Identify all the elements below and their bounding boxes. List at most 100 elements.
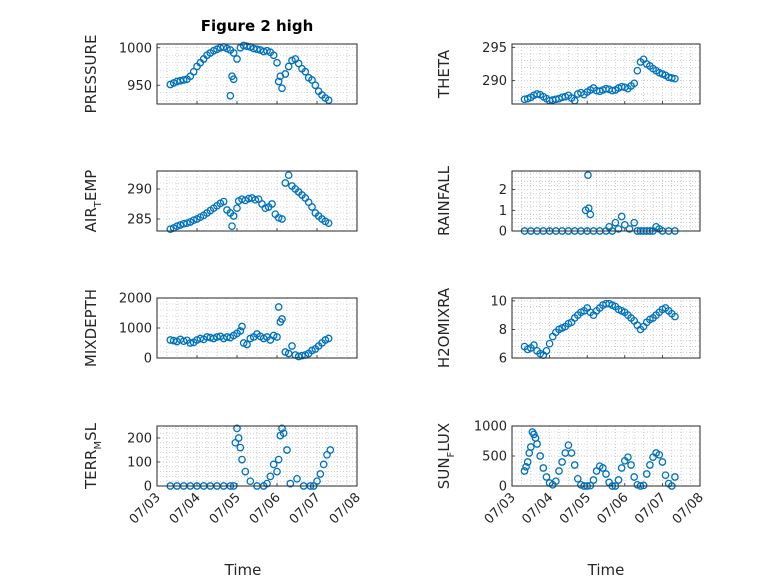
- data-point: [530, 430, 538, 439]
- data-point: [324, 219, 333, 228]
- data-point: [219, 197, 228, 206]
- data-point: [655, 450, 664, 459]
- minor-grid: [511, 171, 701, 232]
- data-point: [630, 79, 639, 88]
- y-tick-label: 285: [127, 213, 152, 228]
- data-point: [266, 472, 275, 481]
- data-point: [238, 322, 246, 331]
- data-point: [273, 58, 281, 67]
- data-point: [611, 218, 620, 227]
- axes-box: [511, 425, 701, 487]
- data-point: [274, 213, 283, 222]
- data-point: [602, 470, 610, 478]
- data-point: [238, 455, 246, 464]
- data-point: [586, 210, 595, 219]
- data-point: [319, 460, 328, 469]
- data-point: [308, 203, 316, 211]
- y-axis-label: TERRMSL: [82, 422, 104, 490]
- data-point: [671, 312, 679, 321]
- y-axis-label-part: EMP: [82, 170, 100, 201]
- data-point: [642, 470, 651, 478]
- data-point: [617, 464, 626, 472]
- data-point: [667, 74, 676, 82]
- subplot-2: 290 295 THETA: [435, 41, 701, 105]
- data-point: [308, 76, 316, 84]
- data-point: [173, 222, 181, 231]
- y-tick-label: 2: [499, 183, 507, 198]
- data-point: [166, 225, 175, 234]
- data-point: [278, 315, 286, 323]
- x-axis-label: Time: [587, 561, 625, 579]
- data-point: [283, 446, 291, 454]
- data-series: [166, 41, 333, 105]
- data-point: [226, 91, 235, 100]
- y-axis-label-subscript: M: [93, 441, 104, 450]
- data-point: [564, 441, 573, 450]
- data-point: [520, 467, 529, 475]
- data-point: [229, 49, 238, 57]
- data-point: [261, 204, 270, 213]
- data-point: [284, 171, 293, 180]
- y-tick-label: 290: [482, 74, 507, 89]
- data-point: [293, 474, 301, 483]
- axes-box: [156, 297, 358, 359]
- y-tick-label: 0: [499, 480, 507, 495]
- data-point: [522, 462, 530, 471]
- y-tick-label: 2000: [119, 292, 152, 307]
- data-point: [281, 70, 290, 78]
- y-axis-label: H2OMIXRA: [435, 287, 453, 368]
- data-point: [545, 339, 554, 348]
- data-point: [542, 347, 551, 355]
- data-point: [526, 443, 535, 451]
- y-axis-label: AIRTEMP: [82, 170, 104, 233]
- y-tick-label: 0: [499, 225, 507, 240]
- data-point: [179, 76, 188, 84]
- data-point: [671, 473, 679, 481]
- y-tick-label: 0: [144, 480, 152, 495]
- data-point: [536, 452, 545, 460]
- data-point: [316, 470, 325, 478]
- data-point: [599, 464, 607, 472]
- data-point: [274, 455, 283, 464]
- data-point: [269, 460, 278, 469]
- data-point: [630, 218, 639, 227]
- data-point: [229, 75, 238, 84]
- data-point: [624, 453, 632, 462]
- data-point: [286, 479, 295, 488]
- data-point: [251, 195, 260, 204]
- figure-title: Figure 2 high: [201, 17, 314, 35]
- y-tick-label: 8: [499, 323, 507, 338]
- axes-box: [156, 425, 358, 487]
- subplot-4: 0 1 2 RAINFALL: [435, 165, 701, 240]
- minor-grid: [156, 426, 358, 487]
- y-axis-label-part: SUN: [435, 457, 453, 489]
- data-point: [268, 200, 276, 208]
- data-point: [189, 216, 198, 225]
- data-point: [639, 481, 648, 490]
- subplot-1: 950 1000 PRESSURE: [82, 35, 358, 114]
- y-tick-label: 10: [490, 294, 507, 309]
- data-point: [555, 467, 563, 475]
- x-axis-label: Time: [224, 561, 262, 579]
- data-point: [589, 476, 598, 484]
- y-axis-label-part: SL: [82, 422, 100, 441]
- data-point: [233, 55, 241, 63]
- data-point: [625, 225, 634, 233]
- y-tick-label: 500: [482, 450, 507, 465]
- data-point: [253, 45, 261, 54]
- data-point: [324, 334, 333, 343]
- data-point: [233, 204, 241, 213]
- data-series: [166, 171, 333, 234]
- data-point: [301, 67, 310, 76]
- data-point: [278, 84, 286, 93]
- data-point: [284, 62, 293, 71]
- data-point: [552, 477, 560, 486]
- data-point: [671, 74, 679, 83]
- y-axis-label: PRESSURE: [82, 35, 100, 114]
- data-point: [241, 467, 250, 476]
- y-axis-label: MIXDEPTH: [82, 289, 100, 367]
- y-axis-label: SUNFLUX: [435, 423, 457, 489]
- data-point: [229, 212, 238, 220]
